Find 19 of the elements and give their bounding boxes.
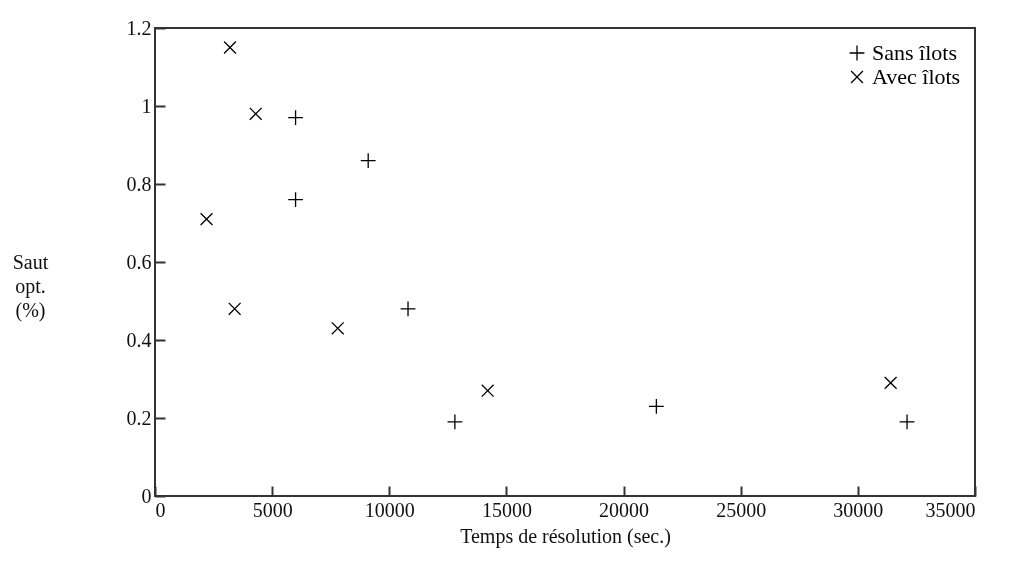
y-tick-label: 1.2: [126, 16, 152, 39]
x-tick-label: 20000: [599, 498, 650, 521]
x-tick-label: 0: [155, 498, 166, 521]
y-tick-label: 0.8: [126, 172, 152, 195]
y-tick-label: 0.4: [126, 328, 152, 351]
y-tick-label: 1: [141, 94, 152, 117]
x-tick-label: 10000: [364, 498, 415, 521]
x-tick-label: 30000: [833, 498, 884, 521]
x-tick-label: 5000: [252, 498, 293, 521]
y-tick-label: 0: [141, 484, 152, 507]
legend-label: Avec îlots: [872, 64, 961, 89]
x-axis-title: Temps de résolution (sec.): [460, 524, 671, 548]
x-tick-label: 25000: [716, 498, 767, 521]
y-tick-label: 0.6: [126, 250, 152, 273]
y-axis-title: Saut opt. (%): [12, 250, 49, 322]
x-tick-label: 15000: [481, 498, 532, 521]
legend-label: Sans îlots: [872, 40, 957, 65]
y-tick-label: 0.2: [126, 406, 152, 429]
x-tick-label: 35000: [925, 498, 976, 521]
